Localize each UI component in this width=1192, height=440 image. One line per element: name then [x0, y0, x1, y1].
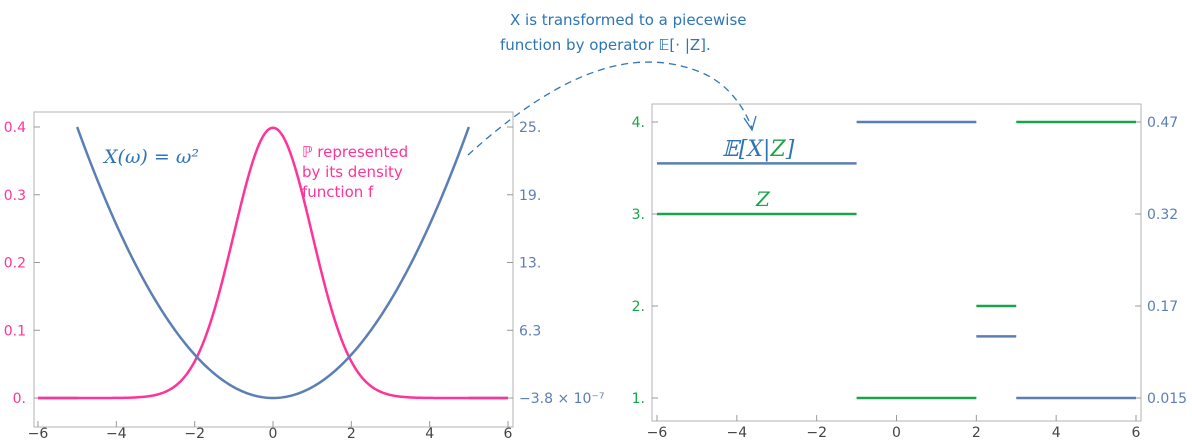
left-y-tick-label: 0.3 [4, 188, 26, 204]
left-x-tick-label: −6 [28, 426, 49, 440]
left-right-axis: −3.8 × 10⁻⁷ 6.3 13. 19. 25. [507, 120, 604, 407]
annotation-line2: function by operator 𝔼[· |Z]. [500, 36, 711, 54]
right-x-tick-label: 0 [892, 425, 901, 440]
expectation-label-suffix: ] [785, 137, 795, 162]
left-y-tick-label: 0.4 [4, 120, 26, 136]
right-y-tick-label: 3. [632, 207, 645, 223]
right-y-tick-label: 1. [632, 391, 645, 407]
annotation: X is transformed to a piecewise function… [467, 11, 757, 156]
annotation-arrow-curve [467, 61, 753, 156]
right-x-tick-label: 4 [1052, 425, 1061, 440]
left-y-axis: 0. 0.1 0.2 0.3 0.4 [4, 120, 40, 407]
left-right-tick-label: 13. [519, 256, 541, 272]
right-right-axis: 0.015 0.17 0.32 0.47 [1135, 115, 1187, 407]
right-chart: −6 −4 −2 0 2 4 6 1. 2. 3. 4. 0.015 0.17 0.32 0.47 𝔼[… [632, 103, 1187, 440]
right-x-axis: −6 −4 −2 0 2 4 6 [647, 415, 1141, 440]
density-series-line [38, 126, 508, 400]
expectation-label-prefix: 𝔼[X| [722, 137, 770, 162]
left-x-tick-label: 0 [269, 426, 278, 440]
x-series-parabola [75, 126, 471, 400]
left-x-axis: −6 −4 −2 0 2 4 6 [28, 421, 513, 440]
left-right-tick-label: 6.3 [519, 323, 541, 339]
right-x-tick-label: −2 [806, 425, 827, 440]
right-y-axis: 1. 2. 3. 4. [632, 115, 658, 407]
right-series-group [657, 120, 1136, 400]
left-y-tick-label: 0. [13, 391, 26, 407]
left-right-tick-label: −3.8 × 10⁻⁷ [519, 391, 604, 407]
left-x-tick-label: −4 [106, 426, 127, 440]
left-series-group [38, 126, 508, 400]
annotation-arrow-head [743, 115, 757, 132]
expectation-label: 𝔼[X|Z] [722, 137, 795, 162]
right-x-tick-label: 2 [972, 425, 981, 440]
right-y-tick-label: 2. [632, 299, 645, 315]
left-x-tick-label: 6 [504, 426, 513, 440]
right-right-tick-label: 0.47 [1147, 115, 1178, 131]
right-x-tick-label: 6 [1132, 425, 1141, 440]
right-y-tick-label: 4. [632, 115, 645, 131]
left-x-tick-label: −2 [184, 426, 205, 440]
left-right-tick-label: 25. [519, 120, 541, 136]
right-right-tick-label: 0.17 [1147, 299, 1178, 315]
right-right-tick-label: 0.015 [1147, 391, 1187, 407]
right-right-tick-label: 0.32 [1147, 207, 1178, 223]
left-y-tick-label: 0.1 [4, 323, 26, 339]
z-label: Z [755, 187, 771, 211]
density-label-line2: by its density [302, 163, 403, 181]
expectation-label-z: Z [769, 137, 786, 162]
density-label-line3: function f [302, 183, 374, 201]
left-chart: −6 −4 −2 0 2 4 6 0. 0.1 0.2 0.3 0.4 −3.8 × 10⁻⁷ 6.3… [4, 111, 604, 440]
right-x-tick-label: −4 [727, 425, 748, 440]
annotation-line1: X is transformed to a piecewise [510, 11, 747, 29]
right-x-tick-label: −6 [647, 425, 668, 440]
density-label-line1: ℙ represented [302, 143, 408, 161]
left-y-tick-label: 0.2 [4, 256, 26, 272]
left-right-tick-label: 19. [519, 188, 541, 204]
left-x-tick-label: 4 [425, 426, 434, 440]
x-series-label: X(ω) = ω² [102, 146, 199, 168]
left-x-tick-label: 2 [347, 426, 356, 440]
